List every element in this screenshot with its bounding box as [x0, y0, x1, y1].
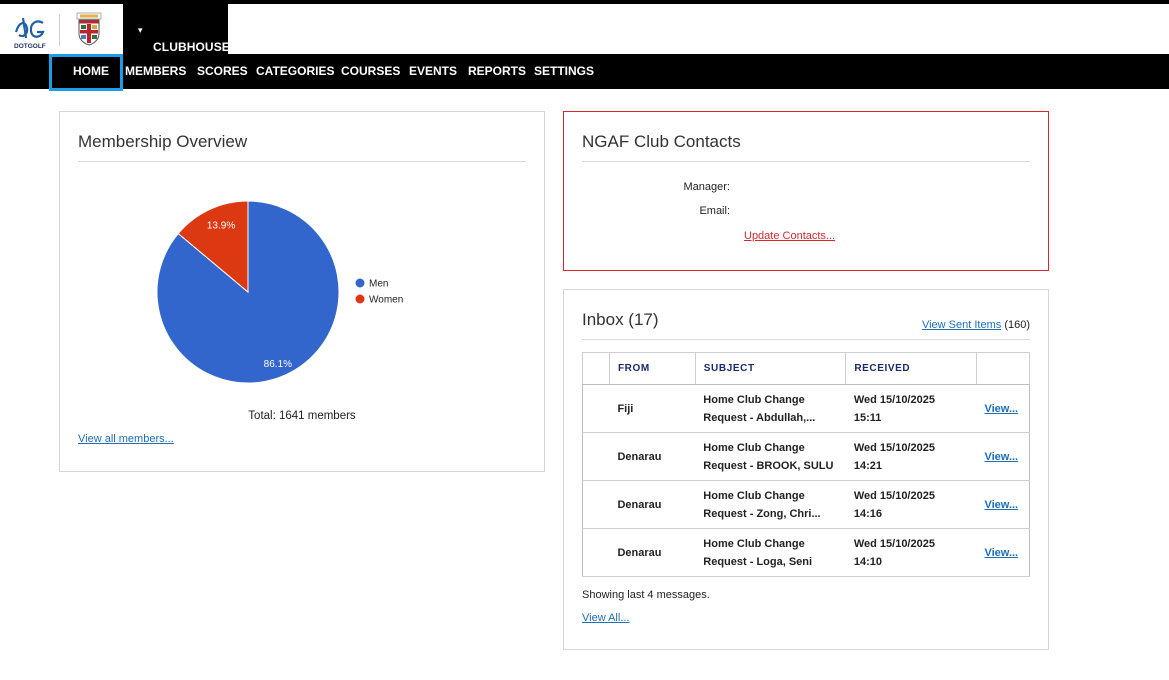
row-view-link[interactable]: View...	[984, 546, 1019, 559]
row-received-date: Wed 15/10/2025	[853, 489, 935, 502]
row-subject-line1: Home Club Change	[703, 489, 805, 502]
contacts-title: NGAF Club Contacts	[582, 132, 741, 151]
view-sent-items-link[interactable]: View Sent Items	[921, 319, 1002, 331]
inbox-title: Inbox (17)	[582, 310, 659, 329]
col-from-header[interactable]: FROM	[608, 352, 696, 385]
row-view-link[interactable]: View...	[984, 402, 1019, 415]
brand-text: DOTGOLF	[14, 43, 46, 50]
row-from: Fiji	[609, 384, 696, 433]
row-action-cell: View...	[976, 384, 1031, 433]
row-received-time: 14:10	[853, 555, 882, 568]
membership-title: Membership Overview	[78, 132, 248, 151]
email-label: Email:	[699, 205, 730, 217]
row-subject-line1: Home Club Change	[703, 393, 805, 406]
membership-pie-chart: 86.1% 13.9% Men Women	[156, 200, 403, 384]
col-action-header	[975, 352, 1031, 385]
table-row[interactable]: Denarau Home Club Change Request - Loga, …	[582, 528, 1031, 577]
row-subject-line2: Request - Loga, Seni	[703, 555, 813, 568]
row-view-link[interactable]: View...	[984, 498, 1019, 511]
row-subject: Home Club Change Request - Loga, Seni	[695, 528, 846, 577]
row-subject: Home Club Change Request - Zong, Chri...	[695, 480, 846, 529]
clubhouse-label: CLUBHOUSE	[153, 40, 230, 54]
sent-items-area: View Sent Items (160)	[922, 319, 1030, 331]
row-received-date: Wed 15/10/2025	[853, 441, 935, 454]
row-select-cell	[582, 480, 610, 529]
row-action-cell: View...	[976, 480, 1031, 529]
row-subject-line2: Request - BROOK, SULU	[703, 459, 834, 472]
row-received-time: 14:16	[853, 507, 882, 520]
legend-swatch-women	[355, 294, 365, 304]
top-strip	[0, 0, 1169, 4]
contacts-divider	[582, 161, 1030, 162]
nav-members[interactable]: MEMBERS	[125, 64, 187, 78]
sent-count: (160)	[1004, 319, 1030, 331]
manager-label: Manager:	[683, 181, 730, 193]
clubhouse-menu[interactable]: CLUBHOUSE ▾	[123, 4, 230, 54]
membership-divider	[78, 161, 526, 162]
nav-events[interactable]: EVENTS	[409, 64, 458, 78]
row-subject-line2: Request - Zong, Chri...	[703, 507, 821, 520]
row-from: Denarau	[609, 528, 696, 577]
row-action-cell: View...	[976, 528, 1031, 577]
table-row[interactable]: Denarau Home Club Change Request - BROOK,…	[582, 432, 1031, 481]
nav-home[interactable]: HOME	[73, 64, 109, 78]
row-select-cell	[582, 528, 610, 577]
table-row[interactable]: Denarau Home Club Change Request - Zong, …	[582, 480, 1031, 529]
nav-courses[interactable]: COURSES	[341, 64, 401, 78]
logo-area: DOTGOLF	[0, 4, 123, 54]
dotgolf-logo-icon[interactable]: DOTGOLF	[13, 12, 47, 50]
row-received-date: Wed 15/10/2025	[853, 393, 935, 406]
row-from: Denarau	[609, 432, 696, 481]
pie-label-women: 13.9%	[207, 220, 235, 231]
nav-categories[interactable]: CATEGORIES	[256, 64, 335, 78]
inbox-panel: Inbox (17) View Sent Items (160) FROM SU…	[563, 289, 1049, 650]
row-subject: Home Club Change Request - Abdullah,...	[695, 384, 846, 433]
row-select-cell	[582, 384, 610, 433]
update-contacts-link[interactable]: Update Contacts...	[744, 230, 836, 242]
row-select-cell	[582, 432, 610, 481]
row-received: Wed 15/10/2025 14:10	[845, 528, 977, 577]
legend-label-women[interactable]: Women	[369, 295, 403, 306]
nav-home-highlight	[49, 54, 123, 91]
table-row[interactable]: Fiji Home Club Change Request - Abdullah,…	[582, 384, 1031, 433]
row-from: Denarau	[609, 480, 696, 529]
club-crest-icon	[76, 12, 102, 46]
inbox-divider	[582, 339, 1030, 340]
row-received-date: Wed 15/10/2025	[853, 537, 935, 550]
inbox-view-all-link[interactable]: View All...	[582, 612, 630, 624]
membership-total: Total: 1641 members	[248, 410, 356, 422]
nav-reports[interactable]: REPORTS	[468, 64, 527, 78]
row-view-link[interactable]: View...	[984, 450, 1019, 463]
row-subject-line1: Home Club Change	[703, 537, 805, 550]
legend-label-men[interactable]: Men	[369, 279, 388, 290]
logo-divider	[59, 14, 60, 46]
col-select-header	[582, 352, 610, 385]
chevron-down-icon: ▾	[138, 25, 143, 35]
row-received: Wed 15/10/2025 14:21	[845, 432, 977, 481]
row-received: Wed 15/10/2025 14:16	[845, 480, 977, 529]
row-received: Wed 15/10/2025 15:11	[845, 384, 977, 433]
membership-panel: Membership Overview 86.1% 13.9% Men Women T…	[59, 111, 545, 472]
col-received-header[interactable]: RECEIVED	[845, 352, 977, 385]
contacts-panel: NGAF Club Contacts Manager: Email: Updat…	[563, 111, 1049, 271]
pie-slice-women[interactable]	[177, 200, 249, 294]
row-subject-line2: Request - Abdullah,...	[703, 411, 816, 424]
inbox-header-row: FROM SUBJECT RECEIVED	[582, 352, 1031, 385]
row-subject-line1: Home Club Change	[703, 441, 805, 454]
nav-scores[interactable]: SCORES	[197, 64, 248, 78]
row-action-cell: View...	[976, 432, 1031, 481]
legend-swatch-men	[355, 278, 365, 288]
pie-label-men: 86.1%	[264, 359, 292, 370]
row-received-time: 14:21	[853, 459, 882, 472]
view-all-members-link[interactable]: View all members...	[78, 433, 174, 445]
row-subject: Home Club Change Request - BROOK, SULU	[695, 432, 846, 481]
row-received-time: 15:11	[853, 411, 882, 424]
col-subject-header[interactable]: SUBJECT	[694, 352, 847, 385]
nav-settings[interactable]: SETTINGS	[534, 64, 595, 78]
main-nav: HOME MEMBERS SCORES CATEGORIES COURSES E…	[0, 54, 1169, 89]
inbox-table: FROM SUBJECT RECEIVED Fiji Home Club Cha…	[582, 352, 1031, 577]
inbox-footer-text: Showing last 4 messages.	[582, 589, 710, 601]
